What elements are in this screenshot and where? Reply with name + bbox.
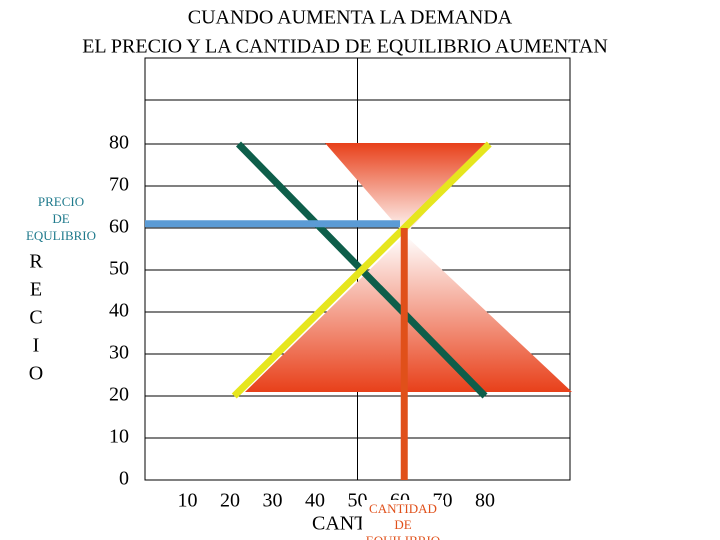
x-tick-label: 10 — [178, 490, 198, 512]
y-axis-letter: I — [33, 335, 40, 357]
y-tick-label: 20 — [109, 384, 129, 406]
y-axis-letter: O — [29, 363, 43, 385]
x-tick-label: 30 — [263, 490, 283, 512]
y-tick-label: 50 — [109, 258, 129, 280]
x-tick-label: 40 — [305, 490, 325, 512]
y-tick-label: 40 — [109, 300, 129, 322]
label-bg — [362, 500, 444, 540]
quantity-label: CANTIDAD — [369, 501, 437, 516]
price-label: DE — [52, 211, 69, 226]
y-tick-label: 0 — [119, 468, 129, 490]
x-tick-label: 20 — [220, 490, 240, 512]
y-tick-label: 10 — [109, 426, 129, 448]
x-tick-label: 80 — [475, 490, 495, 512]
y-tick-label: 30 — [109, 342, 129, 364]
series-line — [231, 141, 492, 399]
y-tick-label: 70 — [109, 174, 129, 196]
y-axis-letter: R — [29, 251, 43, 273]
y-tick-label: 80 — [109, 132, 129, 154]
price-label: PRECIO — [38, 194, 84, 209]
title-line: EL PRECIO Y LA CANTIDAD DE EQUILIBRIO AU… — [82, 36, 608, 58]
quantity-label: DE — [394, 517, 411, 532]
quantity-label: EQUILIBRIO — [366, 533, 440, 540]
labels: 010203040506070801020304050607080PRECIOD… — [26, 132, 495, 535]
y-axis-letter: C — [29, 307, 42, 329]
y-tick-label: 60 — [109, 216, 129, 238]
shape-top — [325, 143, 487, 235]
lines — [145, 141, 492, 480]
y-axis-letter: E — [30, 279, 42, 301]
price-label: EQULIBRIO — [26, 228, 96, 243]
title-line: CUANDO AUMENTA LA DEMANDA — [188, 7, 513, 29]
